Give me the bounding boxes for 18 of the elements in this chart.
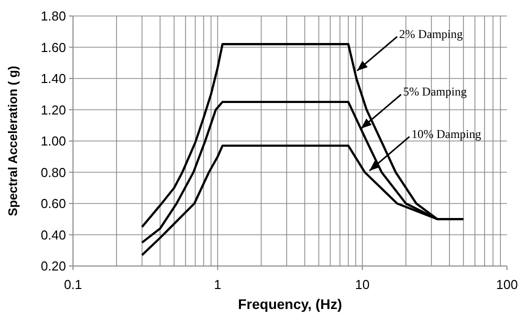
y-tick-label: 0.20 (40, 258, 66, 274)
x-axis-title: Frequency, (Hz) (238, 296, 342, 312)
x-tick-label: 100 (496, 277, 518, 292)
y-tick-label: 1.00 (40, 134, 66, 149)
x-tick-label: 0.1 (64, 277, 82, 292)
y-tick-label: 1.20 (40, 102, 66, 118)
y-tick-label: 1.80 (40, 8, 66, 24)
y-tick-label: 0.80 (40, 164, 66, 180)
y-tick-label: 0.40 (40, 227, 66, 242)
annotation: 10% Damping (411, 126, 482, 141)
y-axis-title: Spectral Acceleration ( g) (6, 66, 20, 216)
x-tick-label: 1 (214, 277, 222, 292)
x-tick-label: 10 (355, 277, 370, 292)
annotation: 5% Damping (403, 84, 467, 99)
annotation: 2% Damping (399, 26, 463, 41)
y-tick-label: 1.40 (40, 71, 66, 86)
y-tick-label: 1.60 (40, 40, 66, 55)
y-tick-label: 0.60 (40, 196, 66, 212)
